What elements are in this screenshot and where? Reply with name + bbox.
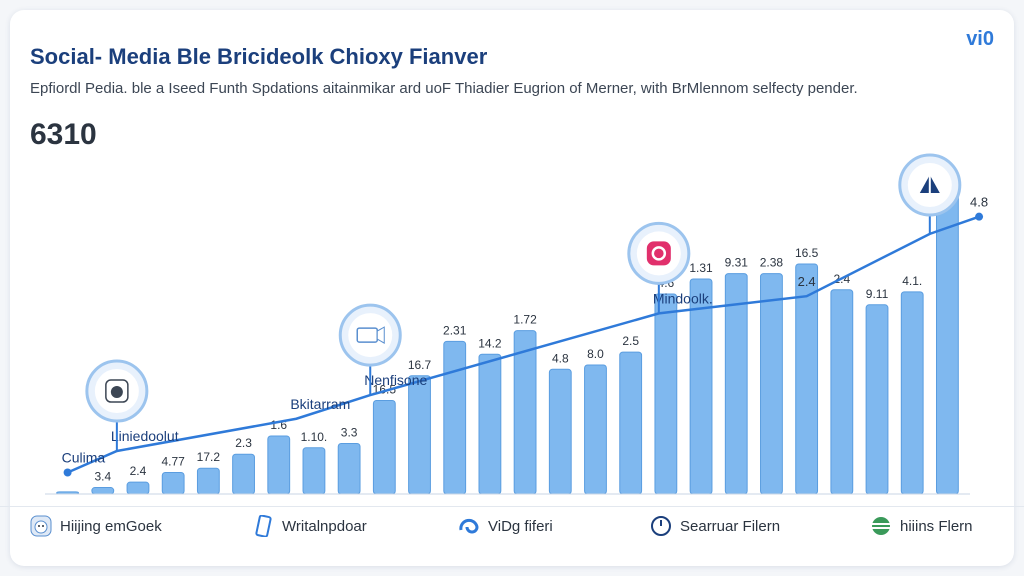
bar <box>196 467 220 495</box>
striped-globe-icon <box>870 515 892 537</box>
bar-label: 2.3 <box>235 436 252 450</box>
legend-label: Writalnpdoar <box>282 517 367 535</box>
video-camera-icon <box>356 327 378 343</box>
legend-item[interactable]: Writalnpdoar <box>252 515 367 537</box>
phone-icon <box>252 515 274 537</box>
bar <box>302 447 326 495</box>
bar <box>830 289 854 495</box>
bar <box>408 375 431 495</box>
bar-label: 9.11 <box>866 287 889 301</box>
bar-label: 1.10. <box>301 430 328 444</box>
legend-label: Searruar Filern <box>680 517 781 535</box>
bar <box>619 351 643 495</box>
swirl-icon <box>458 515 480 537</box>
video-camera-lens <box>376 326 385 344</box>
legend-label: ViDg fiferi <box>488 517 553 535</box>
bar <box>443 340 467 495</box>
bar-label: 4.1. <box>902 274 922 288</box>
line-label: Bkitarram <box>290 396 350 412</box>
legend: Hiijing emGoek Writalnpdoar ViDg fiferi … <box>0 506 1024 543</box>
bar-label: 2.5 <box>622 334 639 348</box>
bar <box>161 472 185 495</box>
brand-logo: vi0 <box>966 28 994 50</box>
clock-icon <box>650 515 672 537</box>
bar <box>513 330 537 495</box>
bar-label: 4.8 <box>552 351 569 365</box>
bar-label: 4.77 <box>161 455 185 469</box>
bar <box>795 263 819 495</box>
legend-item[interactable]: Searruar Filern <box>650 515 780 537</box>
line-point <box>975 212 984 221</box>
line-label: Nenfisone <box>364 372 427 388</box>
line-label: Liniedoolut <box>111 428 179 444</box>
line-annotation: 2.4 <box>798 274 816 289</box>
bar-label: 9.31 <box>725 256 749 270</box>
bar-label: 1.72 <box>513 313 537 327</box>
total-value: 6310 <box>30 118 97 151</box>
bar <box>232 453 255 495</box>
bar <box>126 481 150 495</box>
bar-label: 3.3 <box>341 425 358 439</box>
legend-item[interactable]: hiiins Flern <box>870 515 973 537</box>
bar <box>478 353 502 495</box>
bar-label: 17.2 <box>197 450 221 464</box>
line-label: Mindoolk. <box>653 290 713 306</box>
trend-line <box>67 215 980 474</box>
bar-label: 2.38 <box>760 256 784 270</box>
bar-label: 2.31 <box>443 323 467 337</box>
bar <box>654 293 678 495</box>
bar-label: 8.0 <box>587 347 604 361</box>
camera-lens <box>110 386 123 398</box>
bar-label: 3.4 <box>94 470 111 484</box>
bar <box>689 278 713 495</box>
bar <box>760 273 783 495</box>
dog-avatar-icon <box>30 515 52 537</box>
legend-label: Hiijing emGoek <box>60 517 162 535</box>
bar-label: 2.4 <box>130 464 147 478</box>
bar <box>724 273 748 495</box>
chart-subtitle: Epfiordl Pedia. ble a Iseed Funth Spdati… <box>30 80 858 97</box>
bar <box>267 435 291 495</box>
bar <box>91 487 115 495</box>
bar-label: 1.31 <box>689 261 713 275</box>
bar-label: 16.7 <box>408 358 432 372</box>
instagram-icon <box>646 241 671 266</box>
legend-label: hiiins Flern <box>900 517 973 535</box>
instagram-lens <box>651 246 667 261</box>
line-annotation: 4.8 <box>970 195 988 210</box>
bar-label: 14.2 <box>478 336 502 350</box>
bar-label: 16.5 <box>795 246 819 260</box>
bar <box>337 442 361 495</box>
line-label: Culima <box>62 450 106 466</box>
bar <box>900 291 924 495</box>
legend-item[interactable]: Hiijing emGoek <box>30 515 162 537</box>
bar <box>372 399 396 495</box>
bar <box>548 368 572 495</box>
bar <box>865 304 889 495</box>
legend-item[interactable]: ViDg fiferi <box>458 515 553 537</box>
bar <box>584 364 607 495</box>
chart-title: Social- Media Ble Bricideolk Chioxy Fian… <box>30 44 488 69</box>
line-point <box>63 468 72 477</box>
bar <box>935 192 959 495</box>
